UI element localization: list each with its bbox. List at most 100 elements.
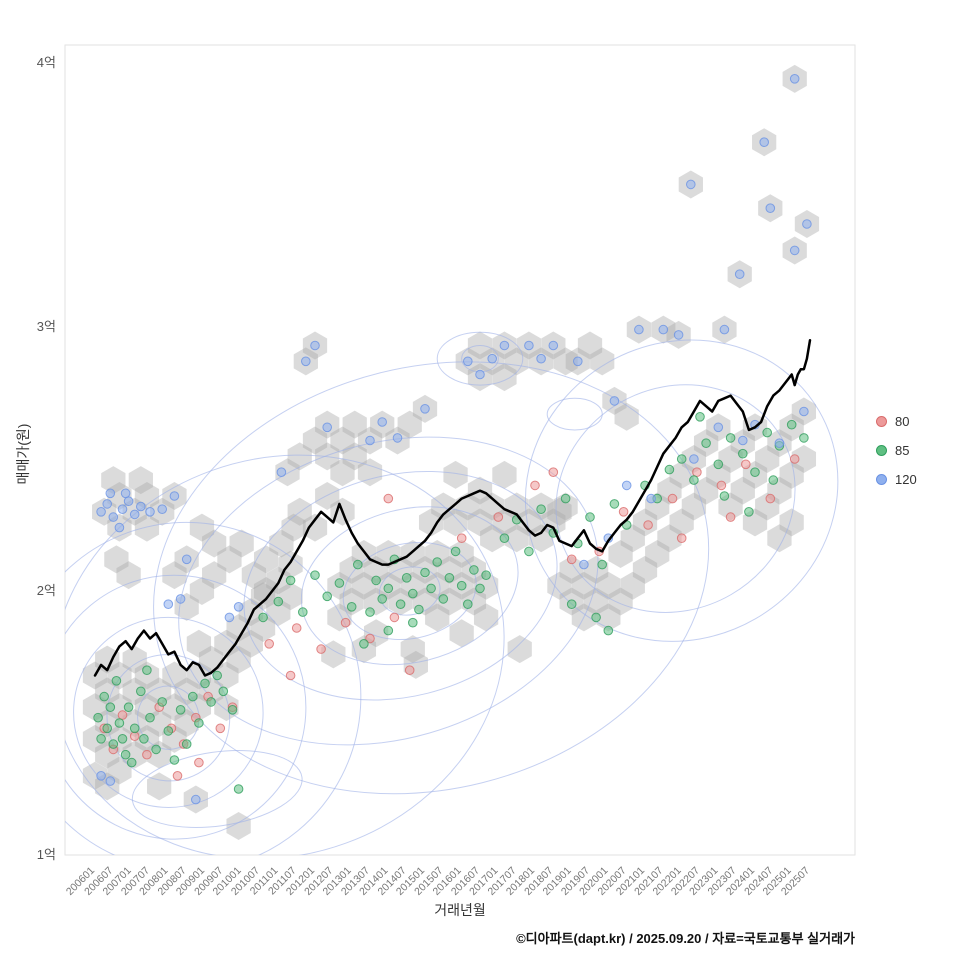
scatter-point-85	[123, 702, 134, 713]
scatter-point-120	[774, 438, 785, 449]
scatter-point-120	[120, 488, 131, 499]
scatter-point-85	[151, 744, 161, 755]
scatter-point-85	[206, 697, 216, 707]
legend-item-80[interactable]: 80	[876, 414, 917, 429]
scatter-point-85	[142, 665, 152, 676]
hexbin-cell	[779, 460, 804, 489]
hexbin-cell	[718, 445, 743, 473]
hexbin-cell	[449, 619, 474, 648]
scatter-point-120	[524, 340, 534, 351]
scatter-point-120	[276, 467, 287, 478]
scatter-point-85	[597, 559, 608, 570]
hexbin-cell	[281, 513, 306, 542]
scatter-point-120	[181, 554, 192, 565]
legend-marker-80-icon	[876, 416, 887, 427]
scatter-point-85	[401, 573, 412, 583]
scatter-point-120	[463, 356, 473, 367]
scatter-point-85	[136, 686, 146, 697]
scatter-point-85	[126, 757, 137, 768]
scatter-point-85	[218, 686, 229, 697]
legend-label-85: 85	[895, 443, 910, 458]
scatter-point-80	[172, 771, 183, 781]
scatter-point-120	[136, 501, 146, 512]
hexbin-cell	[339, 587, 364, 616]
scatter-point-120	[105, 488, 116, 499]
hexbin-cell	[681, 492, 707, 521]
scatter-point-80	[692, 467, 702, 478]
hexbin-cell	[504, 492, 529, 521]
scatter-point-85	[426, 583, 436, 594]
scatter-point-85	[536, 504, 546, 515]
scatter-point-85	[566, 599, 577, 610]
scatter-point-120	[713, 422, 724, 433]
scatter-point-120	[420, 404, 430, 414]
hexbin-cell	[287, 442, 312, 471]
hexbin-cell	[528, 524, 554, 553]
scatter-point-120	[689, 454, 699, 464]
scatter-point-80	[566, 554, 577, 565]
scatter-point-120	[129, 509, 140, 520]
legend-item-120[interactable]: 120	[876, 472, 917, 487]
hexbin-cell	[241, 561, 267, 590]
hexbin-cell	[669, 460, 694, 489]
scatter-point-85	[200, 678, 210, 689]
scatter-point-85	[438, 594, 449, 604]
scatter-point-80	[291, 623, 302, 633]
scatter-point-85	[145, 712, 155, 723]
scatter-point-120	[789, 74, 800, 84]
legend-label-80: 80	[895, 414, 910, 429]
hexbin-cell	[645, 540, 670, 569]
source-caption: ©디아파트(dapt.kr) / 2025.09.20 / 자료=국토교통부 실…	[516, 931, 855, 946]
scatter-point-85	[799, 433, 809, 443]
scatter-point-80	[789, 454, 800, 464]
hexbin-layer	[82, 64, 820, 840]
legend-item-85[interactable]: 85	[876, 443, 917, 458]
hexbin-cell	[217, 545, 242, 574]
hexbin-cell	[400, 635, 425, 664]
hexbin-cell	[397, 410, 422, 439]
density-contour	[436, 331, 524, 386]
scatter-point-80	[316, 644, 326, 654]
scatter-point-120	[108, 512, 119, 522]
scatter-point-85	[157, 697, 167, 707]
hexbin-cell	[321, 640, 346, 669]
hexbin-cell	[596, 571, 621, 600]
density-contour	[178, 436, 599, 746]
scatter-point-120	[579, 559, 589, 570]
scatter-point-85	[371, 575, 381, 586]
hexbin-cell	[473, 603, 499, 632]
scatter-point-85	[432, 557, 443, 567]
hexbin-cell	[547, 497, 572, 526]
scatter-point-120	[301, 356, 311, 367]
scatter-point-85	[676, 454, 687, 464]
scatter-point-85	[414, 604, 424, 615]
scatter-point-120	[117, 504, 128, 515]
scatter-point-120	[634, 324, 644, 335]
scatter-point-120	[157, 504, 167, 515]
hexbin-cell	[128, 466, 153, 495]
density-contour	[65, 574, 307, 840]
hexbin-cell	[122, 645, 147, 674]
hexbin-cell	[104, 545, 129, 574]
scatter-point-120	[123, 496, 134, 507]
scatter-point-85	[444, 573, 455, 583]
hexbin-cell	[278, 582, 303, 611]
scatter-point-85	[713, 459, 724, 470]
density-contour	[153, 361, 710, 795]
scatter-point-120	[163, 599, 174, 610]
hexbin-cell	[608, 540, 633, 569]
hexbin-cell	[238, 629, 263, 658]
scatter-point-85	[227, 705, 238, 715]
hexbin-cell	[275, 458, 300, 487]
hexbin-cell	[134, 513, 160, 542]
hexbin-cell	[480, 524, 505, 553]
hexbin-cell	[779, 508, 804, 537]
scatter-point-85	[475, 583, 485, 594]
density-contour	[342, 541, 477, 641]
scatter-point-85	[114, 718, 125, 728]
hexbin-cell	[147, 772, 172, 801]
scatter-point-120	[102, 499, 112, 509]
scatter-point-85	[169, 755, 180, 765]
hexbin-cell	[269, 529, 294, 558]
